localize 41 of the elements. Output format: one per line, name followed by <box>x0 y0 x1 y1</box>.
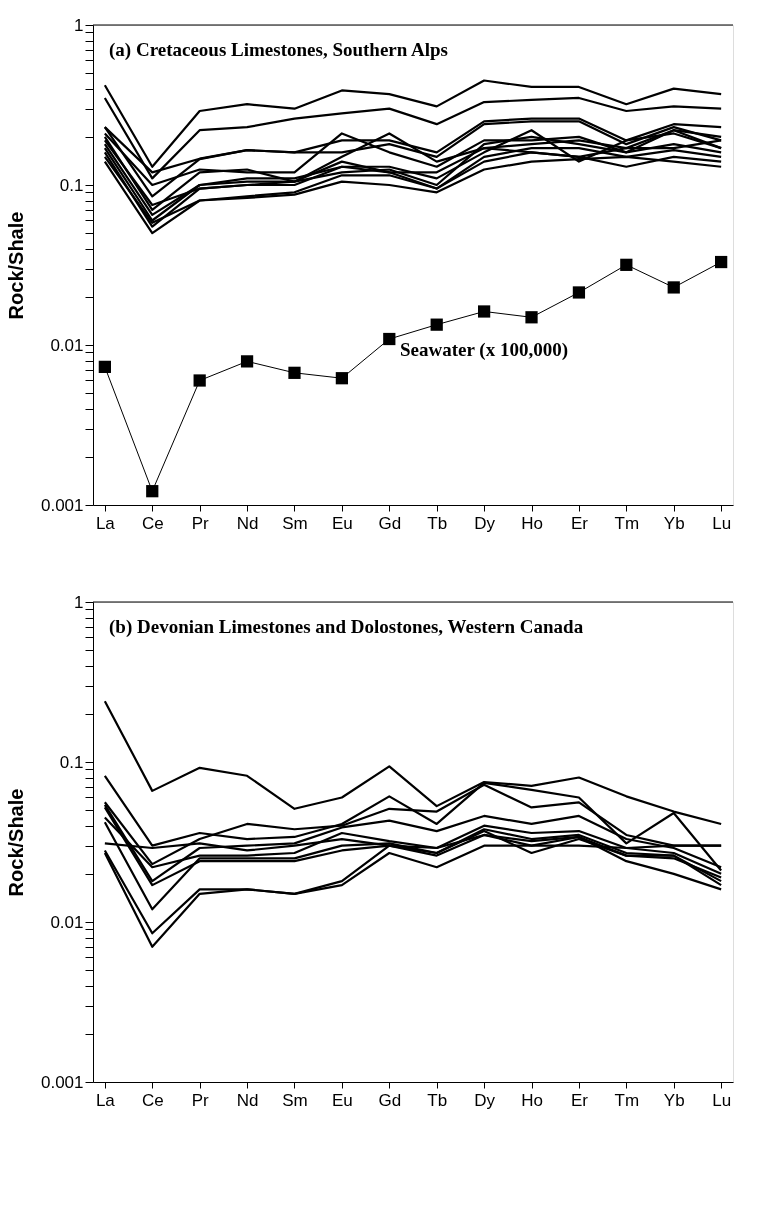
y-tick-label: 0.1 <box>59 752 84 772</box>
text: (a) Cretaceous Limestones, Southern Alps <box>109 39 449 61</box>
y-tick-label: 1 <box>74 592 84 612</box>
x-tick-label: Sm <box>282 513 308 533</box>
x-tick-label: Tm <box>614 513 640 533</box>
x-tick-label: Dy <box>474 1090 496 1110</box>
x-tick-label: Yb <box>663 513 685 533</box>
x-tick-label: La <box>95 513 116 533</box>
x-tick-label: Nd <box>236 1090 259 1110</box>
x-tick-label: Ce <box>141 1090 164 1110</box>
x-tick-label: Pr <box>191 513 210 533</box>
x-tick-label: Gd <box>378 1090 402 1110</box>
y-tick-label: 0.01 <box>50 912 84 932</box>
x-tick-label: La <box>95 1090 116 1110</box>
y-axis-title: Rock/Shale <box>4 211 27 320</box>
annotation: Seawater (x 100,000) <box>400 339 568 361</box>
y-axis-title: Rock/Shale <box>4 788 27 897</box>
x-tick-label: Pr <box>191 1090 210 1110</box>
x-tick-label: Er <box>570 513 589 533</box>
x-tick-label: Lu <box>712 1090 732 1110</box>
x-tick-label: Eu <box>331 513 353 533</box>
x-tick-label: Sm <box>282 1090 308 1110</box>
text: (b) Devonian Limestones and Dolostones, Western Canada <box>109 616 584 638</box>
x-tick-label: Yb <box>663 1090 685 1110</box>
x-tick-label: Er <box>570 1090 589 1110</box>
x-tick-label: Ce <box>141 513 164 533</box>
y-tick-label: 0.01 <box>50 335 84 355</box>
x-tick-label: Tb <box>427 513 448 533</box>
x-tick-label: Gd <box>378 513 402 533</box>
y-tick-label: 0.1 <box>59 175 84 195</box>
x-tick-label: Lu <box>712 513 732 533</box>
x-tick-label: Ho <box>521 1090 543 1110</box>
x-tick-label: Eu <box>331 1090 353 1110</box>
x-tick-label: Dy <box>474 513 496 533</box>
x-tick-label: Tm <box>614 1090 640 1110</box>
y-tick-label: 0.001 <box>40 495 84 515</box>
x-tick-label: Nd <box>236 513 259 533</box>
y-tick-label: 0.001 <box>40 1072 84 1092</box>
x-tick-label: Tb <box>427 1090 448 1110</box>
y-tick-label: 1 <box>74 15 84 35</box>
x-tick-label: Ho <box>521 513 543 533</box>
